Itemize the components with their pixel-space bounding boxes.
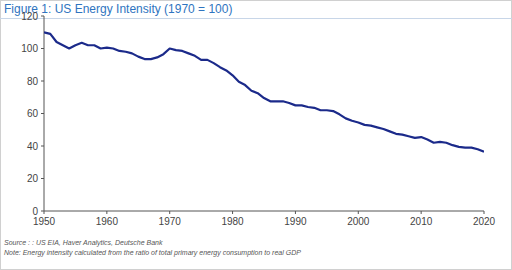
- frame: [1, 1, 512, 270]
- x-tick: [106, 211, 107, 214]
- x-tick: [484, 211, 485, 214]
- x-tick: [421, 211, 422, 214]
- y-tick-label: 0: [32, 206, 38, 217]
- x-tick-label: 2000: [347, 216, 370, 227]
- y-tick: [41, 48, 44, 49]
- plot-area: [44, 32, 484, 151]
- note: Note: Energy intensity calculated from t…: [4, 249, 301, 257]
- x-tick-label: 2020: [473, 216, 496, 227]
- x-tick: [44, 211, 45, 214]
- y-tick: [41, 146, 44, 147]
- y-tick: [41, 178, 44, 179]
- y-tick-label: 100: [21, 43, 38, 54]
- x-tick: [169, 211, 170, 214]
- x-tick-label: 1950: [33, 216, 56, 227]
- x-tick: [358, 211, 359, 214]
- x-tick-label: 1990: [284, 216, 307, 227]
- title-rule: [0, 18, 512, 19]
- y-tick: [41, 113, 44, 114]
- x-tick: [295, 211, 296, 214]
- y-tick-label: 60: [27, 108, 39, 119]
- x-tick: [232, 211, 233, 214]
- y-tick-label: 120: [21, 11, 38, 22]
- series-line: [44, 32, 484, 151]
- y-tick-label: 80: [27, 76, 39, 87]
- y-tick-label: 40: [27, 141, 39, 152]
- y-tick-label: 20: [27, 173, 39, 184]
- x-axis: [44, 211, 484, 212]
- title: Figure 1: US Energy Intensity (1970 = 10…: [4, 2, 232, 16]
- x-tick-label: 1970: [159, 216, 182, 227]
- x-tick-label: 1960: [96, 216, 119, 227]
- source: Source : : US EIA, Haver Analytics, Deut…: [4, 239, 163, 247]
- x-tick-label: 2010: [410, 216, 433, 227]
- chart: Figure 1: US Energy Intensity (1970 = 10…: [0, 0, 512, 270]
- y-tick: [41, 16, 44, 17]
- x-tick-label: 1980: [221, 216, 244, 227]
- y-tick: [41, 81, 44, 82]
